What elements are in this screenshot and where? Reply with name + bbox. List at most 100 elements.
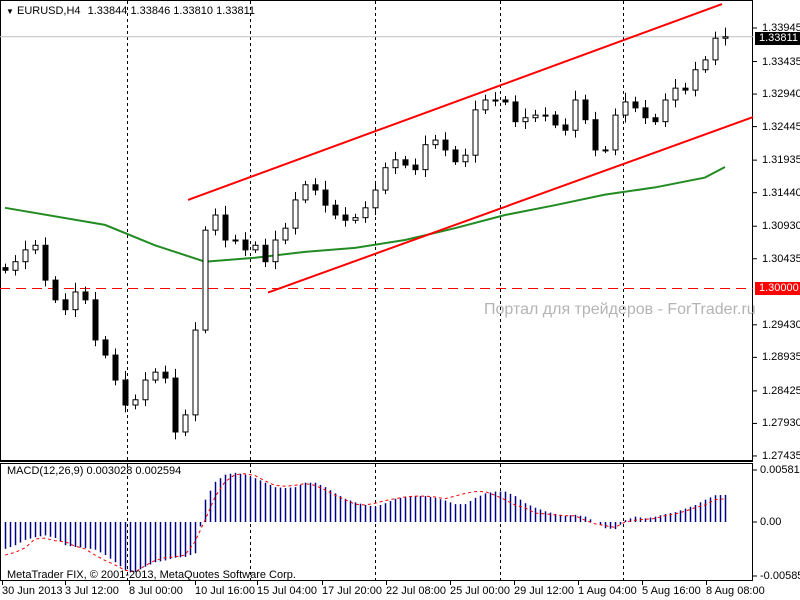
moving-average-line [4,166,726,263]
candle [342,207,349,227]
current-price-label: 1.33811 [755,32,800,45]
bull-candle-body [292,199,299,229]
bull-candle-body [202,229,209,331]
trend-channel[interactable] [187,3,754,294]
candle [22,240,29,270]
vertical-grid [127,1,624,580]
bull-candle-body [432,139,439,146]
bull-candle-body [302,184,309,201]
candle [42,237,49,287]
candle [12,255,19,276]
candle [272,230,279,270]
bear-candle-body [592,119,599,151]
bull-candle-body [12,261,19,271]
macd-signal-line [4,473,726,573]
candle [72,282,79,318]
bear-candle-body [122,379,129,406]
bull-candle-body [492,99,499,102]
candle [672,78,679,108]
candle [182,409,189,437]
macd-tick-label: 0.005819 [760,464,800,476]
candle [352,213,359,224]
bear-candle-body [62,299,69,311]
candle [122,370,129,413]
bull-candle-body [362,207,369,219]
candle [662,93,669,127]
ohlc-values: 1.33844 1.33846 1.33810 1.33811 [87,5,256,17]
bull-candle-body [602,149,609,152]
bull-candle-body [352,217,359,221]
candle [32,240,39,255]
bull-candle-body [22,249,29,263]
bull-candle-body [612,114,619,151]
time-tick-label: 29 Jul 12:00 [514,585,574,597]
bear-candle-body [42,244,49,281]
candle [522,108,529,130]
price-tick-label: 1.32940 [762,88,800,101]
candle [282,222,289,245]
level-price-label: 1.30000 [755,282,800,295]
bull-candle-body [212,214,219,231]
candle [252,241,259,254]
bull-candle-body [542,114,549,117]
bull-candle-body [72,291,79,311]
candle [392,151,399,175]
candle [142,372,149,407]
bear-candle-body [322,189,329,206]
candle [592,111,599,157]
candle [2,263,9,274]
candle [452,146,459,165]
candle [362,201,369,223]
candle [472,100,479,163]
bear-candle-body [92,299,99,341]
candle [642,99,649,125]
price-levels [0,36,753,289]
bull-candle-body [462,154,469,163]
candle [82,286,89,305]
bull-candle-body [282,227,289,241]
candle [512,95,519,127]
price-tick-label: 1.31440 [762,186,800,199]
candle [552,111,559,129]
candle [192,322,199,422]
bull-candle-body [252,244,259,251]
candle [52,276,59,303]
bear-candle-body [332,204,339,216]
bull-candle-body [392,159,399,169]
trend-line [267,116,754,294]
bear-candle-body [82,291,89,301]
bear-candle-body [642,107,649,119]
time-tick-label: 25 Jul 00:00 [450,585,510,597]
price-tick-label: 1.27435 [762,449,800,462]
candle [612,108,619,156]
candle [402,155,409,169]
bear-candle-body [552,114,559,126]
candles [2,27,729,440]
moving-average [4,166,726,263]
candle [422,135,429,178]
candle [62,293,69,315]
macd-tick-label: 0.00 [760,516,782,528]
collapse-triangle-icon[interactable]: ▼ [6,7,14,16]
bull-candle-body [702,59,709,71]
time-tick-label: 1 Aug 04:00 [578,585,637,597]
bear-candle-body [242,239,249,251]
bear-candle-body [682,87,689,91]
candle [682,82,689,95]
bull-candle-body [32,244,39,251]
price-tick-label: 1.30930 [762,220,800,233]
bear-candle-body [222,214,229,241]
bull-candle-body [132,399,139,406]
bear-candle-body [442,139,449,151]
candle [102,335,109,359]
bull-candle-body [712,37,719,61]
bear-candle-body [2,267,9,271]
candle [572,90,579,138]
candle [652,113,659,125]
bear-candle-body [342,214,349,221]
candle [92,291,99,347]
candle [202,226,209,334]
bull-candle-body [152,371,159,381]
bull-candle-body [482,99,489,111]
